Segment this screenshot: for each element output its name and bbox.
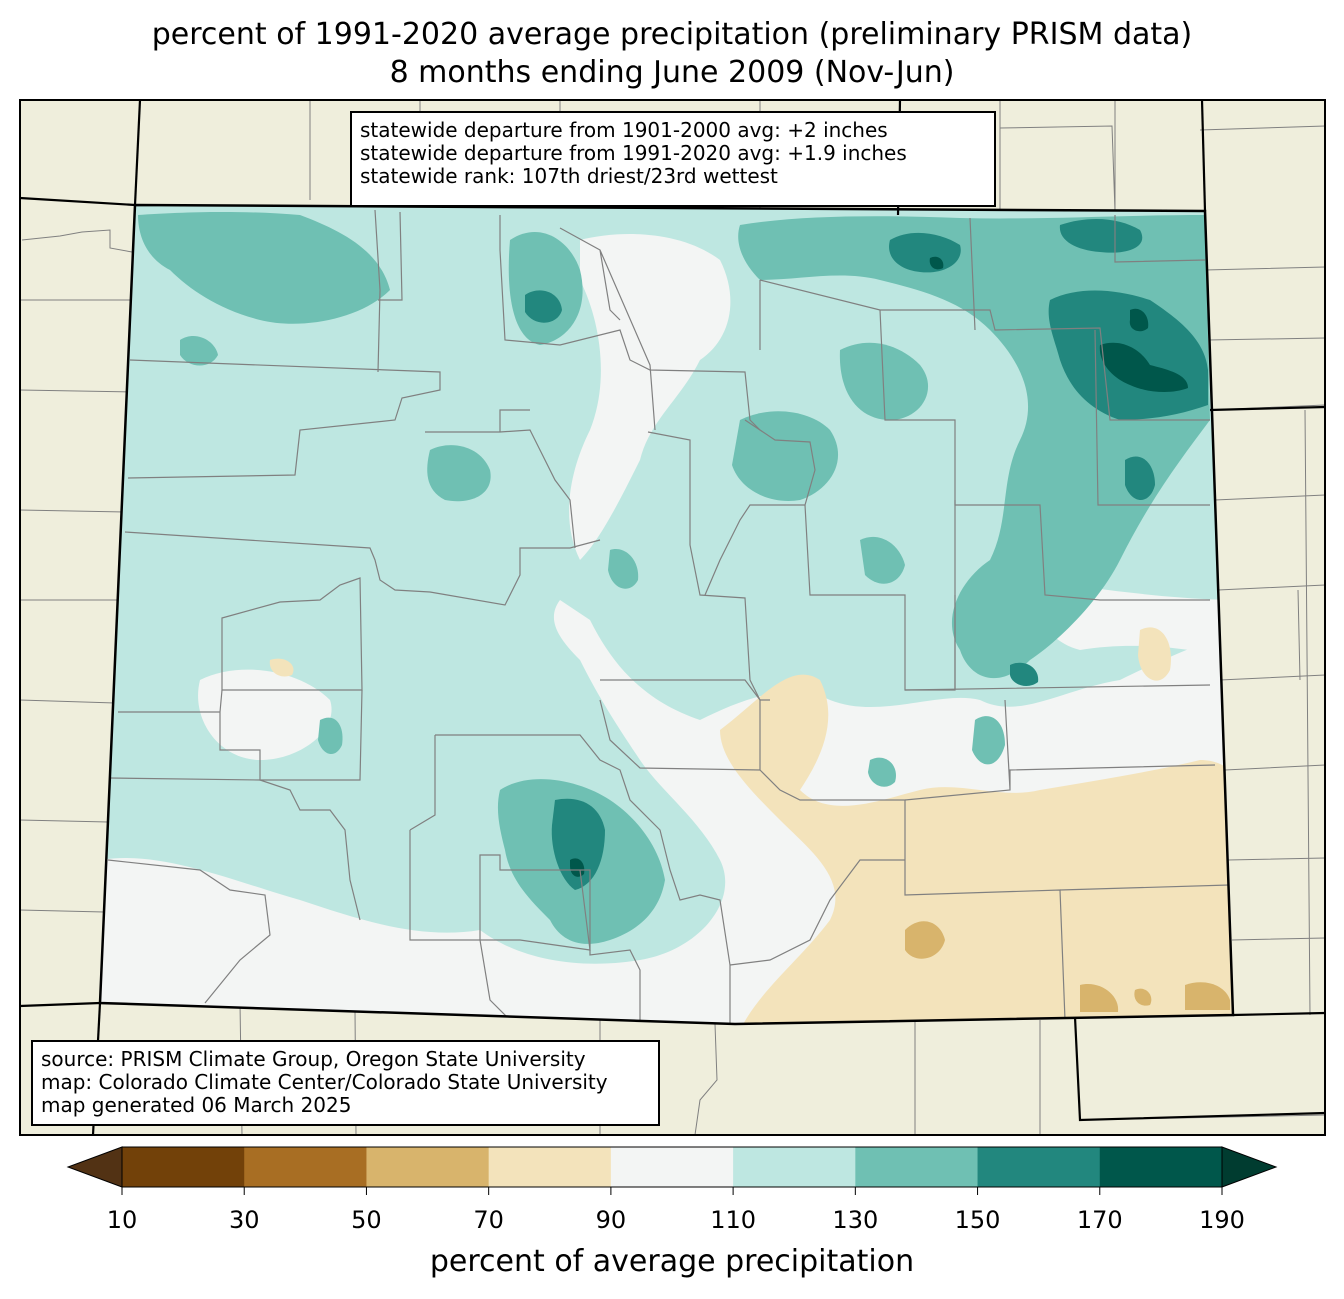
colorbar-tick-label: 190 <box>1199 1206 1245 1234</box>
colorbar-under-arrow <box>66 1146 123 1188</box>
colorbar-tick-label: 170 <box>1076 1206 1123 1234</box>
colorbar-outline <box>121 1146 1223 1188</box>
state-borders <box>19 99 1326 1136</box>
colorbar-tick-label: 50 <box>351 1206 382 1234</box>
credit-map: map: Colorado Climate Center/Colorado St… <box>41 1070 608 1094</box>
credit-generated: map generated 06 March 2025 <box>41 1093 352 1117</box>
county-lines <box>107 209 1231 1024</box>
colorbar-tick-label: 10 <box>106 1206 138 1234</box>
colorbar-segment <box>977 1147 1101 1187</box>
colorbar-tick-label: 110 <box>710 1206 757 1234</box>
colorbar-over-arrow <box>1221 1146 1278 1188</box>
colorado-border <box>98 203 1235 1026</box>
colorbar-segment <box>733 1147 856 1187</box>
map-subtitle: 8 months ending June 2009 (Nov-Jun) <box>389 55 955 90</box>
colorbar-tick-label: 30 <box>228 1206 260 1234</box>
colorbar-segment <box>855 1147 979 1187</box>
colorbar-label: percent of average precipitation <box>429 1244 915 1279</box>
colorbar-segment <box>1099 1147 1223 1187</box>
map-title: percent of 1991-2020 average precipitati… <box>151 17 1193 52</box>
stats-departure-1901: statewide departure from 1901-2000 avg: … <box>360 118 888 142</box>
colorbar-tick-label: 150 <box>954 1206 1001 1234</box>
credit-source: source: PRISM Climate Group, Oregon Stat… <box>41 1047 586 1071</box>
colorbar-tick-label: 70 <box>473 1206 504 1234</box>
colorbar-tick-label: 90 <box>595 1206 627 1234</box>
colorbar-segment <box>610 1147 734 1187</box>
colorbar-tick-label: 130 <box>832 1206 879 1234</box>
colorbar-segment <box>122 1147 245 1187</box>
colorbar-segment <box>366 1147 490 1187</box>
colorbar-segment <box>244 1147 367 1187</box>
credits-box: source: PRISM Climate Group, Oregon Stat… <box>31 1040 660 1126</box>
stats-departure-1991: statewide departure from 1991-2020 avg: … <box>360 141 907 165</box>
stats-rank: statewide rank: 107th driest/23rd wettes… <box>360 164 778 188</box>
statewide-stats-box: statewide departure from 1901-2000 avg: … <box>350 111 996 207</box>
colorbar-segment <box>488 1147 612 1187</box>
precipitation-field <box>100 205 1233 1024</box>
